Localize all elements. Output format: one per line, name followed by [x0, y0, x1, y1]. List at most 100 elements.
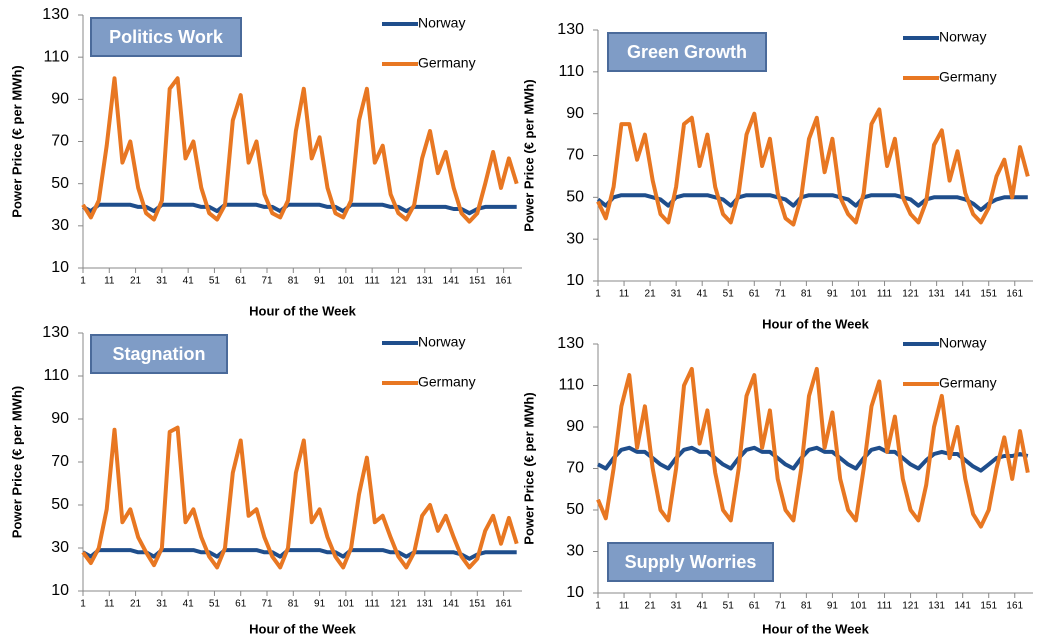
x-tick-label: 71 — [261, 276, 273, 287]
x-tick-label: 81 — [801, 289, 813, 300]
x-tick-label: 151 — [469, 276, 486, 287]
x-tick-label: 101 — [338, 276, 355, 287]
series-line — [81, 76, 519, 224]
y-tick-label: 10 — [51, 582, 69, 599]
x-tick-label: 121 — [390, 599, 407, 610]
x-tick-label: 91 — [314, 276, 326, 287]
x-tick-label: 81 — [288, 276, 300, 287]
x-tick-label: 161 — [1006, 289, 1023, 300]
y-tick-label: 50 — [566, 189, 584, 206]
x-axis-title: Hour of the Week — [249, 621, 356, 636]
chart-title: Stagnation — [113, 344, 206, 364]
x-tick-label: 131 — [928, 289, 945, 300]
y-axis-title: Power Price (€ per MWh) — [9, 386, 24, 538]
x-tick-label: 111 — [365, 599, 381, 610]
y-tick-label: 50 — [566, 501, 584, 518]
series-line — [82, 202, 517, 216]
x-tick-label: 141 — [954, 601, 971, 612]
legend-label: Norway — [939, 335, 986, 351]
series-line — [82, 548, 517, 561]
x-tick-label: 161 — [495, 276, 512, 287]
y-tick-label: 30 — [51, 539, 69, 556]
y-tick-label: 110 — [558, 63, 584, 80]
x-tick-label: 71 — [775, 601, 787, 612]
x-tick-label: 11 — [619, 601, 630, 612]
y-tick-label: 30 — [51, 217, 69, 234]
x-tick-label: 21 — [645, 289, 657, 300]
y-tick-label: 50 — [51, 175, 69, 192]
title-box — [607, 542, 774, 582]
x-tick-label: 1 — [80, 276, 86, 287]
title-box — [90, 334, 228, 374]
y-axis-title: Power Price (€ per MWh) — [521, 392, 536, 544]
y-tick-label: 10 — [566, 272, 584, 289]
x-tick-label: 161 — [495, 599, 512, 610]
y-tick-label: 30 — [566, 230, 584, 247]
x-tick-label: 61 — [235, 599, 247, 610]
legend-label: Norway — [418, 334, 465, 350]
legend-label: Germany — [939, 69, 997, 85]
x-tick-label: 11 — [104, 276, 115, 287]
y-tick-label: 110 — [558, 377, 584, 394]
y-tick-label: 130 — [557, 21, 584, 38]
x-tick-label: 41 — [183, 599, 195, 610]
series-line — [596, 107, 1030, 227]
x-axis-title: Hour of the Week — [762, 621, 869, 636]
x-tick-label: 71 — [261, 599, 273, 610]
x-tick-label: 21 — [130, 276, 142, 287]
x-tick-label: 101 — [850, 601, 867, 612]
x-tick-label: 111 — [877, 601, 893, 612]
x-tick-label: 151 — [980, 601, 997, 612]
x-tick-label: 41 — [697, 289, 709, 300]
chart-title: Politics Work — [109, 27, 224, 47]
x-tick-label: 71 — [775, 289, 787, 300]
x-tick-label: 31 — [671, 289, 683, 300]
chart-title: Green Growth — [627, 42, 747, 62]
x-tick-label: 101 — [850, 289, 867, 300]
y-tick-label: 90 — [566, 418, 584, 435]
title-box — [607, 32, 767, 72]
x-tick-label: 31 — [156, 276, 168, 287]
y-tick-label: 70 — [51, 453, 69, 470]
x-tick-label: 1 — [80, 599, 86, 610]
legend-label: Norway — [939, 29, 986, 45]
y-tick-label: 130 — [557, 335, 584, 352]
x-tick-label: 61 — [749, 601, 761, 612]
y-tick-label: 30 — [566, 543, 584, 560]
x-tick-label: 41 — [697, 601, 709, 612]
y-tick-label: 50 — [51, 496, 69, 513]
x-tick-label: 31 — [156, 599, 168, 610]
y-axis-title: Power Price (€ per MWh) — [521, 79, 536, 231]
x-tick-label: 21 — [130, 599, 142, 610]
x-tick-label: 121 — [390, 276, 407, 287]
y-axis-title: Power Price (€ per MWh) — [9, 65, 24, 217]
x-tick-label: 101 — [338, 599, 355, 610]
x-tick-label: 151 — [469, 599, 486, 610]
x-tick-label: 141 — [443, 599, 460, 610]
series-line — [596, 193, 1028, 212]
y-tick-label: 10 — [566, 584, 584, 601]
legend-label: Germany — [418, 55, 476, 71]
x-tick-label: 131 — [928, 601, 945, 612]
x-tick-label: 91 — [827, 601, 839, 612]
y-tick-label: 130 — [42, 324, 69, 341]
y-tick-label: 70 — [51, 133, 69, 150]
x-tick-label: 81 — [801, 601, 813, 612]
y-tick-label: 90 — [51, 91, 69, 108]
x-tick-label: 131 — [416, 276, 433, 287]
x-tick-label: 41 — [183, 276, 195, 287]
series-line — [596, 366, 1030, 529]
x-tick-label: 51 — [209, 276, 221, 287]
x-tick-label: 21 — [645, 601, 657, 612]
y-tick-label: 110 — [43, 48, 69, 65]
x-tick-label: 111 — [365, 276, 381, 287]
x-tick-label: 1 — [595, 289, 601, 300]
x-tick-label: 11 — [104, 599, 115, 610]
x-tick-label: 91 — [827, 289, 839, 300]
y-tick-label: 70 — [566, 460, 584, 477]
